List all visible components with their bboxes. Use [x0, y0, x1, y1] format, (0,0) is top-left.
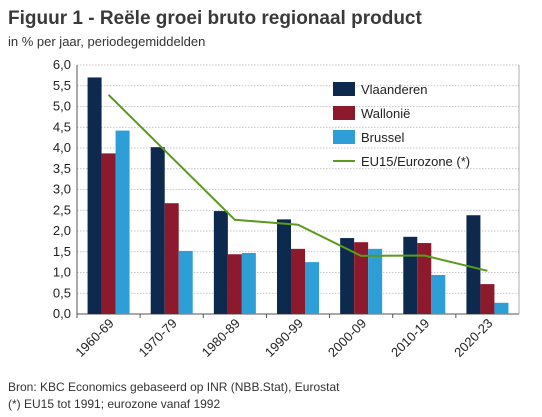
footnote: (*) EU15 tot 1991; eurozone vanaf 1992	[8, 397, 221, 411]
bar-walloni-	[164, 203, 179, 314]
bar-brussel	[115, 130, 130, 314]
bar-brussel	[431, 274, 446, 314]
legend-label: Vlaanderen	[361, 82, 428, 97]
bar-brussel	[178, 250, 193, 314]
bar-brussel	[368, 248, 383, 314]
y-tick-label: 0,5	[53, 285, 71, 300]
bar-brussel	[305, 262, 319, 314]
x-tick-label: 1990-99	[262, 316, 306, 360]
bar-vlaanderen	[466, 215, 481, 314]
chart-subtitle: in % per jaar, periodegemiddelden	[8, 34, 206, 49]
y-tick-label: 4,5	[53, 119, 71, 134]
bar-walloni-	[227, 254, 242, 314]
x-tick-label: 1960-69	[72, 316, 116, 360]
y-tick-label: 5,0	[53, 99, 71, 114]
y-tick-label: 1,0	[53, 265, 71, 280]
x-tick-label: 2010-19	[388, 316, 432, 360]
bar-walloni-	[101, 153, 116, 314]
bar-vlaanderen	[277, 219, 291, 314]
y-tick-label: 5,5	[53, 78, 71, 93]
line-eu15-eurozone-	[107, 94, 488, 272]
chart-title: Figuur 1 - Reële groei bruto regionaal p…	[8, 8, 422, 29]
legend-swatch	[333, 130, 355, 144]
legend-label: EU15/Eurozone (*)	[361, 154, 470, 169]
bar-vlaanderen	[150, 147, 165, 314]
y-tick-label: 2,0	[53, 223, 71, 238]
y-tick-label: 4,0	[53, 140, 71, 155]
bar-brussel	[494, 302, 509, 314]
x-tick-label: 2000-09	[325, 316, 369, 360]
x-tick-label: 2020-23	[451, 316, 495, 360]
bar-walloni-	[480, 284, 495, 314]
bar-vlaanderen	[87, 77, 102, 314]
y-tick-label: 1,5	[53, 244, 71, 259]
bar-walloni-	[417, 243, 432, 314]
y-tick-label: 0,0	[53, 306, 71, 321]
legend-swatch	[333, 106, 355, 120]
y-tick-label: 2,5	[53, 202, 71, 217]
y-tick-label: 3,5	[53, 161, 71, 176]
legend-label: Wallonië	[361, 106, 410, 121]
x-tick-label: 1970-79	[135, 316, 179, 360]
bar-vlaanderen	[403, 236, 418, 314]
bar-walloni-	[354, 242, 369, 314]
bar-walloni-	[291, 248, 305, 314]
bar-vlaanderen	[213, 211, 228, 314]
x-tick-label: 1980-89	[199, 316, 243, 360]
bar-vlaanderen	[340, 238, 355, 314]
legend-swatch	[333, 82, 355, 96]
y-tick-label: 6,0	[53, 57, 71, 72]
y-tick-label: 3,0	[53, 182, 71, 197]
source-note: Bron: KBC Economics gebaseerd op INR (NB…	[8, 380, 340, 394]
bar-brussel	[241, 252, 256, 314]
legend-label: Brussel	[361, 130, 404, 145]
